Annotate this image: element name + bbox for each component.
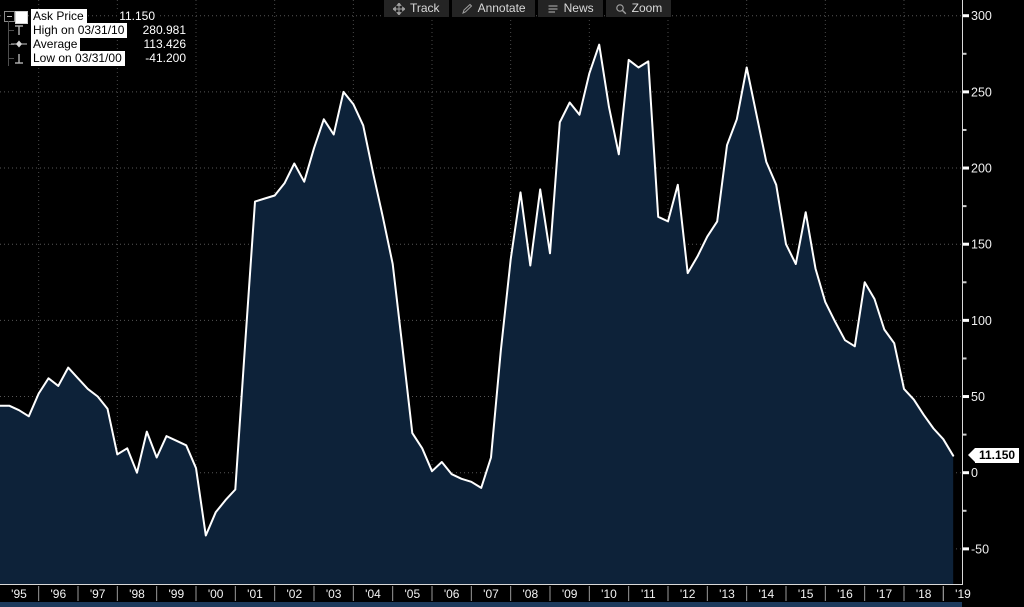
legend-label: High on 03/31/10 <box>31 22 128 38</box>
track-button-label: Track <box>410 1 440 15</box>
annotate-button[interactable]: Annotate <box>451 0 535 17</box>
x-year-label: '11 <box>641 587 656 601</box>
legend-value: 280.981 <box>140 22 188 38</box>
y-tick-label: -50 <box>971 542 989 556</box>
y-major-tick <box>963 166 969 170</box>
y-tick-label: 300 <box>971 9 992 23</box>
x-year-label: '96 <box>51 587 67 601</box>
y-major-tick <box>963 242 969 246</box>
legend-label: Average <box>31 36 81 52</box>
x-year-label: '08 <box>523 587 539 601</box>
x-year-label: '05 <box>405 587 421 601</box>
x-year-label: '97 <box>90 587 106 601</box>
x-year-label: '10 <box>601 587 617 601</box>
magnifier-icon <box>615 3 626 14</box>
y-minor-tick <box>963 205 967 208</box>
series-swatch-icon <box>15 11 28 24</box>
y-major-tick <box>963 90 969 94</box>
x-year-label: '16 <box>837 587 853 601</box>
track-button[interactable]: Track <box>384 0 449 17</box>
x-year-label: '98 <box>129 587 145 601</box>
legend-row-high[interactable]: High on 03/31/10 280.981 <box>31 22 188 38</box>
x-year-label: '01 <box>247 587 263 601</box>
news-lines-icon <box>548 4 558 13</box>
y-major-tick <box>963 471 969 475</box>
x-year-label: '13 <box>719 587 735 601</box>
x-year-label: '07 <box>483 587 499 601</box>
low-marker-icon <box>15 54 23 64</box>
y-minor-tick <box>963 281 967 284</box>
x-year-label: '02 <box>287 587 303 601</box>
average-marker-icon <box>11 40 27 48</box>
news-button-label: News <box>563 1 594 15</box>
move-crosshair-icon <box>393 2 405 15</box>
x-year-label: '15 <box>798 587 814 601</box>
x-year-label: '06 <box>444 587 460 601</box>
legend-value: 113.426 <box>141 36 188 52</box>
legend-label: Ask Price <box>31 8 87 24</box>
x-year-label: '95 <box>11 587 27 601</box>
y-tick-label: 0 <box>971 466 978 480</box>
y-tick-label: 150 <box>971 238 992 252</box>
chart-toolbar: Track Annotate News Zoom <box>384 0 672 17</box>
annotate-button-label: Annotate <box>477 1 526 15</box>
x-year-label: '14 <box>759 587 775 601</box>
y-minor-tick <box>963 52 967 55</box>
x-year-label: '00 <box>208 587 224 601</box>
y-minor-tick <box>963 433 967 436</box>
x-year-label: '12 <box>680 587 696 601</box>
zoom-button[interactable]: Zoom <box>605 0 672 17</box>
ask-price-line <box>0 43 955 537</box>
x-year-label: '19 <box>955 587 971 601</box>
legend-row-ask-price[interactable]: Ask Price 11.150 <box>31 8 157 24</box>
x-year-label: '04 <box>365 587 381 601</box>
pencil-icon <box>461 3 472 14</box>
bottom-bar <box>0 602 962 607</box>
y-major-tick <box>963 318 969 322</box>
y-minor-tick <box>963 128 967 131</box>
y-tick-label: 200 <box>971 162 992 176</box>
y-axis: 300 250 200 150 100 50 0 -50 <box>0 0 992 585</box>
area-fill <box>0 44 954 584</box>
x-axis: '95 '96 '97 '98 '99 '00 '01 '02 '03 '04 '05 '06 '07 '… <box>11 586 971 601</box>
x-year-label: '03 <box>326 587 342 601</box>
high-marker-icon <box>15 25 23 35</box>
legend-row-low[interactable]: Low on 03/31/00 -41.200 <box>31 50 188 66</box>
y-major-tick <box>963 395 969 399</box>
zoom-button-label: Zoom <box>631 1 663 15</box>
y-major-tick <box>963 547 969 551</box>
last-price-tag: 11.150 <box>967 448 1020 463</box>
y-minor-tick <box>963 509 967 512</box>
legend-tree-line <box>8 21 9 66</box>
x-year-label: '09 <box>562 587 578 601</box>
x-year-label: '17 <box>877 587 893 601</box>
y-tick-label: 250 <box>971 85 992 99</box>
news-button[interactable]: News <box>537 0 603 17</box>
x-year-label: '99 <box>169 587 185 601</box>
legend-label: Low on 03/31/00 <box>31 50 125 66</box>
y-major-tick <box>963 14 969 18</box>
y-tick-label: 50 <box>971 390 985 404</box>
legend-row-average[interactable]: Average 113.426 <box>31 36 188 52</box>
y-minor-tick <box>963 357 967 360</box>
x-year-label: '18 <box>916 587 932 601</box>
legend-collapse-icon[interactable] <box>4 11 15 22</box>
legend-value: 11.150 <box>117 8 157 24</box>
y-tick-label: 100 <box>971 314 992 328</box>
legend-value: -41.200 <box>143 50 188 66</box>
